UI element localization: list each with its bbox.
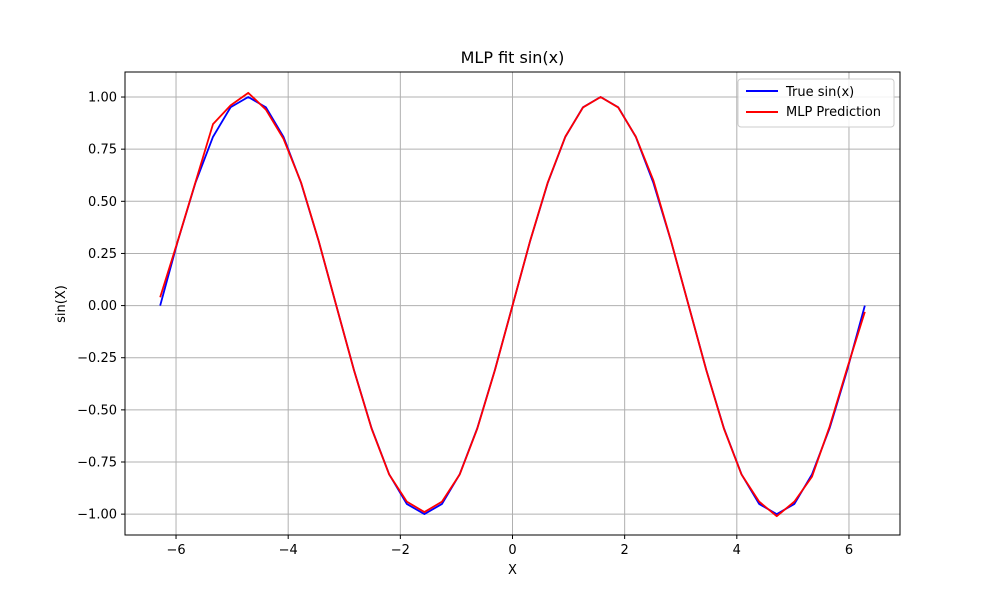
y-tick-label: 0.25 xyxy=(88,247,117,262)
y-tick-label: 0.00 xyxy=(88,299,117,314)
y-tick-label: −1.00 xyxy=(77,508,117,523)
legend-label-mlp-prediction: MLP Prediction xyxy=(786,105,881,120)
series-layer xyxy=(159,91,866,518)
x-tick-label: 0 xyxy=(508,543,516,558)
chart-title: MLP fit sin(x) xyxy=(461,48,565,67)
x-tick-label: 6 xyxy=(845,543,853,558)
x-tick-label: −2 xyxy=(391,543,410,558)
x-axis-label: X xyxy=(508,563,517,578)
x-tick-label: 4 xyxy=(733,543,741,558)
y-tick-label: 1.00 xyxy=(88,91,117,106)
y-tick-label: 0.50 xyxy=(88,195,117,210)
grid xyxy=(125,72,900,535)
y-tick-label: −0.50 xyxy=(77,403,117,418)
ticks: −6 −4 −2 0 2 4 6 −1.00 −0.75 −0.50 −0.25 0.00 0.25 0.… xyxy=(77,91,853,558)
legend: True sin(x) MLP Prediction xyxy=(737,78,895,128)
y-axis-label: sin(X) xyxy=(54,285,69,323)
mlp-prediction-line xyxy=(159,91,866,518)
y-tick-label: 0.75 xyxy=(88,143,117,158)
y-tick-label: −0.25 xyxy=(77,351,117,366)
x-tick-label: −4 xyxy=(279,543,298,558)
x-tick-label: −6 xyxy=(166,543,185,558)
legend-label-true-sin: True sin(x) xyxy=(785,85,854,100)
y-tick-label: −0.75 xyxy=(77,456,117,471)
x-tick-label: 2 xyxy=(621,543,629,558)
